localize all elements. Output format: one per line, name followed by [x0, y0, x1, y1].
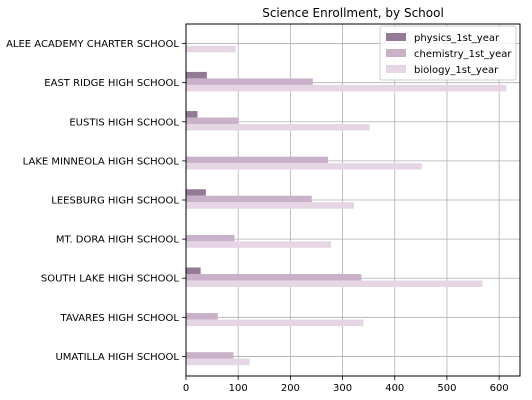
bar-chemistry_1st_year-5 — [186, 234, 235, 242]
bar-chemistry_1st_year-6 — [186, 273, 362, 281]
legend-swatch-physics_1st_year — [386, 33, 406, 41]
legend-swatch-biology_1st_year — [386, 65, 406, 73]
bar-biology_1st_year-0 — [186, 45, 236, 53]
bar-biology_1st_year-2 — [186, 124, 370, 131]
bar-chemistry_1st_year-2 — [186, 117, 239, 125]
x-tick-label: 100 — [229, 383, 248, 394]
bar-physics_1st_year-2 — [186, 111, 198, 118]
bar-chemistry_1st_year-4 — [186, 195, 312, 203]
x-tick-label: 300 — [333, 383, 352, 394]
bar-biology_1st_year-7 — [186, 319, 364, 327]
x-tick-label: 600 — [490, 383, 509, 394]
y-tick-label: TAVARES HIGH SCHOOL — [60, 313, 180, 324]
bar-biology_1st_year-5 — [186, 241, 332, 248]
y-tick-label: EAST RIDGE HIGH SCHOOL — [44, 78, 179, 89]
y-tick-label: SOUTH LAKE HIGH SCHOOL — [41, 274, 180, 285]
bar-biology_1st_year-6 — [186, 280, 483, 287]
y-tick-label: MT. DORA HIGH SCHOOL — [56, 235, 180, 246]
bar-physics_1st_year-6 — [186, 267, 201, 274]
bar-biology_1st_year-3 — [186, 163, 422, 170]
legend-label-biology_1st_year: biology_1st_year — [414, 65, 499, 76]
bar-chemistry_1st_year-7 — [186, 313, 218, 320]
bar-biology_1st_year-8 — [186, 358, 250, 366]
bar-chemistry_1st_year-8 — [186, 352, 234, 359]
bar-biology_1st_year-1 — [186, 84, 507, 92]
bar-chemistry_1st_year-1 — [186, 78, 313, 85]
y-tick-label: EUSTIS HIGH SCHOOL — [69, 117, 179, 128]
bar-chemistry_1st_year-3 — [186, 156, 328, 164]
x-axis: 0 100 200 300 400 500 600 — [183, 376, 509, 394]
chart-title: Science Enrollment, by School — [262, 6, 444, 20]
bar-physics_1st_year-4 — [186, 189, 206, 196]
x-tick-label: 500 — [437, 383, 456, 394]
bar-group — [186, 45, 507, 366]
y-tick-label: LEESBURG HIGH SCHOOL — [51, 196, 179, 207]
legend-label-physics_1st_year: physics_1st_year — [414, 33, 500, 44]
legend: physics_1st_year chemistry_1st_yearbiolog… — [379, 25, 517, 81]
legend-label-chemistry_1st_year: chemistry_1st_year — [414, 49, 512, 60]
legend-swatch-chemistry_1st_year — [386, 49, 406, 57]
y-tick-label: LAKE MINNEOLA HIGH SCHOOL — [23, 156, 180, 167]
x-tick-label: 400 — [385, 383, 404, 394]
x-tick-label: 0 — [183, 383, 189, 394]
x-tick-label: 200 — [281, 383, 300, 394]
legend-box — [379, 25, 517, 81]
y-axis: ALEE ACADEMY CHARTER SCHOOL EAST RIDGE HI… — [6, 39, 186, 363]
y-tick-label: ALEE ACADEMY CHARTER SCHOOL — [6, 39, 179, 50]
bar-biology_1st_year-4 — [186, 202, 355, 209]
bar-physics_1st_year-1 — [186, 71, 207, 79]
y-tick-label: UMATILLA HIGH SCHOOL — [55, 352, 179, 363]
